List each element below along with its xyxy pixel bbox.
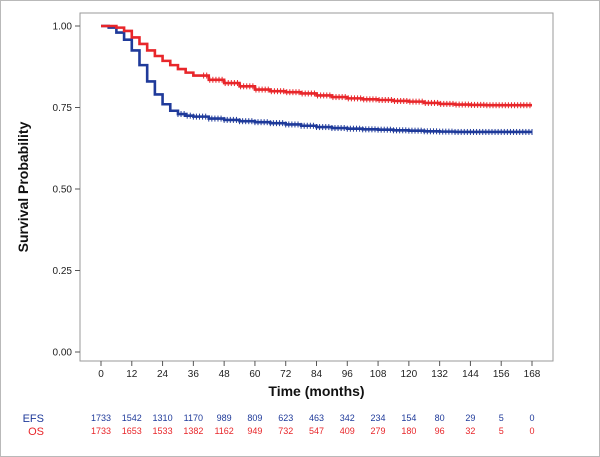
survival-curve-efs — [101, 24, 532, 134]
x-tick-label: 96 — [342, 369, 354, 380]
risk-count: 949 — [247, 426, 262, 436]
risk-count: 234 — [371, 413, 386, 423]
risk-count: 809 — [247, 413, 262, 423]
x-tick-label: 84 — [311, 369, 323, 380]
risk-count: 29 — [465, 413, 475, 423]
series-layer — [101, 24, 533, 135]
risk-count: 342 — [340, 413, 355, 423]
risk-count: 1162 — [214, 426, 233, 436]
risk-count: 1542 — [122, 413, 142, 423]
risk-count: 989 — [217, 413, 232, 423]
risk-count: 154 — [401, 413, 416, 423]
risk-count: 1733 — [91, 413, 111, 423]
risk-count: 5 — [499, 413, 504, 423]
risk-count: 1533 — [153, 426, 173, 436]
risk-count: 547 — [309, 426, 324, 436]
x-axis: 0 12 24 36 48 60 72 84 96 108 120 132 144 156 168 — [98, 361, 541, 380]
x-tick-label: 132 — [431, 369, 448, 380]
risk-count: 732 — [278, 426, 293, 436]
y-tick-label: 0.25 — [53, 266, 73, 277]
x-tick-label: 0 — [98, 369, 104, 380]
x-tick-label: 72 — [280, 369, 292, 380]
risk-count: 1310 — [153, 413, 173, 423]
risk-count: 1382 — [183, 426, 203, 436]
risk-count: 0 — [529, 426, 534, 436]
x-axis-title: Time (months) — [268, 383, 364, 399]
x-tick-label: 144 — [462, 369, 479, 380]
risk-count: 279 — [371, 426, 386, 436]
at-risk-table: EFS 1733 1542 1310 1170 989 809 623 463 342 234 154… — [23, 413, 535, 438]
risk-count: 32 — [465, 426, 475, 436]
y-axis-title: Survival Probability — [15, 121, 31, 252]
risk-count: 80 — [435, 413, 445, 423]
risk-count: 1733 — [91, 426, 111, 436]
survival-curve-os — [101, 24, 532, 107]
x-tick-label: 24 — [157, 369, 169, 380]
x-tick-label: 12 — [126, 369, 138, 380]
risk-count: 5 — [499, 426, 504, 436]
y-tick-label: 0.50 — [53, 185, 73, 196]
y-tick-label: 1.00 — [53, 22, 73, 33]
risk-count: 1653 — [122, 426, 142, 436]
x-tick-label: 48 — [219, 369, 231, 380]
x-tick-label: 120 — [401, 369, 418, 380]
risk-row-label-efs: EFS — [23, 413, 44, 425]
risk-count: 180 — [401, 426, 416, 436]
plot-area — [79, 12, 554, 362]
x-tick-label: 168 — [524, 369, 541, 380]
x-tick-label: 60 — [249, 369, 261, 380]
censor-marks-os — [203, 72, 531, 109]
x-tick-label: 36 — [188, 369, 200, 380]
risk-row-label-os: OS — [28, 426, 44, 438]
y-tick-label: 0.00 — [53, 348, 73, 359]
risk-count: 96 — [435, 426, 445, 436]
y-tick-label: 0.75 — [53, 103, 73, 114]
x-tick-label: 156 — [493, 369, 510, 380]
risk-count: 0 — [529, 413, 534, 423]
risk-count: 623 — [278, 413, 293, 423]
risk-count: 409 — [340, 426, 355, 436]
censor-marks-efs — [177, 111, 533, 135]
risk-count: 463 — [309, 413, 324, 423]
y-axis: 0.00 0.25 0.50 0.75 1.00 — [53, 22, 80, 359]
x-tick-label: 108 — [370, 369, 387, 380]
risk-count: 1170 — [184, 413, 203, 423]
